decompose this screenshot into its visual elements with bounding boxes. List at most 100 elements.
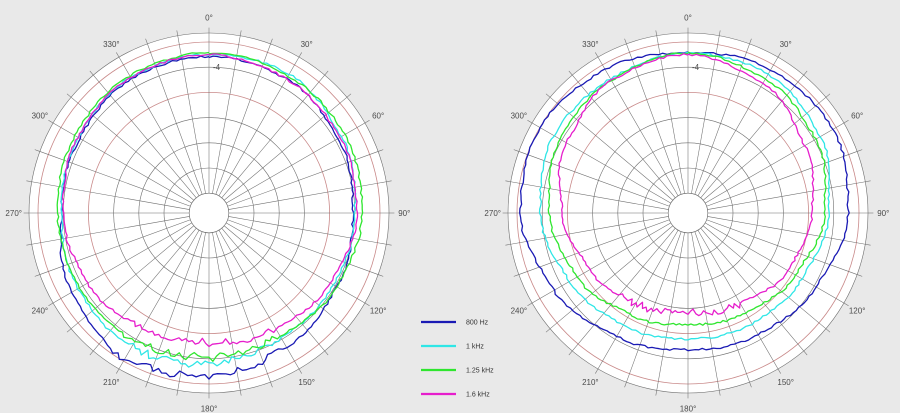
grid-tick — [865, 243, 871, 246]
grid-tick — [803, 350, 808, 356]
grid-spoke — [694, 43, 750, 195]
grid-spoke — [549, 225, 674, 329]
grid-tick — [825, 93, 831, 98]
grid-spoke — [510, 181, 669, 210]
legend-label: 1.6 kHz — [466, 392, 490, 399]
grid-spoke — [218, 56, 300, 196]
grid-spoke — [705, 122, 845, 204]
grid-tick — [505, 243, 511, 246]
grid-tick — [513, 149, 519, 152]
grid-tick — [145, 38, 148, 44]
series-line-1-khz — [60, 53, 357, 368]
grid-tick — [505, 180, 511, 183]
grid-tick — [346, 328, 352, 333]
grid-spoke — [118, 56, 200, 196]
angle-tick-label: 0° — [684, 14, 692, 23]
grid-spoke — [510, 216, 669, 245]
grid-tick — [298, 52, 302, 58]
grid-tick — [364, 120, 370, 124]
angle-tick-label: 120° — [849, 307, 866, 316]
grid-tick — [655, 390, 658, 396]
series-line-1-khz — [538, 51, 831, 341]
grid-tick — [386, 243, 392, 246]
grid-tick — [655, 30, 658, 36]
grid-tick — [865, 180, 871, 183]
angle-tick-label: 330° — [582, 40, 599, 49]
grid-spoke — [694, 231, 750, 383]
radial-tick-label: -4 — [692, 63, 700, 72]
angle-tick-label: 300° — [511, 111, 528, 120]
grid-tick — [857, 274, 863, 277]
grid-spoke — [706, 151, 858, 207]
grid-tick — [718, 390, 721, 396]
angle-tick-label: 60° — [851, 111, 863, 120]
grid-tick — [777, 52, 781, 58]
grid-tick — [239, 30, 242, 36]
grid-tick — [825, 328, 831, 333]
grid-spoke — [223, 225, 348, 329]
grid-tick — [346, 93, 352, 98]
grid-tick — [378, 274, 384, 277]
grid-tick — [527, 302, 533, 306]
grid-tick — [34, 149, 40, 152]
grid-tick — [857, 149, 863, 152]
grid-spoke — [147, 43, 203, 195]
grid-spoke — [52, 122, 192, 204]
radial-tick-label: -4 — [213, 63, 221, 72]
grid-spoke — [702, 225, 827, 329]
center-hub — [188, 192, 230, 234]
angle-tick-label: 210° — [103, 378, 120, 387]
angle-tick-label: 300° — [32, 111, 49, 120]
angle-tick-label: 150° — [777, 378, 794, 387]
grid-spoke — [702, 97, 827, 201]
legend-label: 1.25 kHz — [466, 368, 494, 375]
grid-spoke — [228, 216, 387, 245]
grid-spoke — [697, 230, 779, 370]
grid-tick — [66, 328, 72, 333]
grid-tick — [324, 350, 329, 356]
grid-tick — [749, 382, 752, 388]
grid-tick — [843, 120, 849, 124]
grid-spoke — [572, 227, 676, 352]
series-line-1-6-khz — [61, 53, 359, 348]
grid-spoke — [705, 222, 845, 304]
angle-tick-label: 240° — [511, 307, 528, 316]
grid-tick — [513, 274, 519, 277]
grid-tick — [145, 382, 148, 388]
grid-tick — [749, 38, 752, 44]
grid-spoke — [212, 35, 241, 194]
grid-tick — [26, 243, 32, 246]
angle-tick-label: 90° — [398, 209, 410, 218]
angle-tick-label: 180° — [201, 404, 218, 413]
grid-tick — [239, 390, 242, 396]
grid-spoke — [177, 35, 206, 194]
grid-tick — [624, 382, 627, 388]
grid-spoke — [215, 43, 271, 195]
grid-spoke — [691, 35, 720, 194]
polar-chart-2: 0° 30° 60° 90° 120° 150° 180° 210° 240° 270° 300° 3… — [484, 14, 889, 413]
grid-spoke — [518, 219, 670, 275]
grid-tick — [595, 52, 599, 58]
angle-tick-label: 120° — [370, 307, 387, 316]
grid-tick — [568, 70, 573, 76]
grid-tick — [176, 390, 179, 396]
grid-spoke — [212, 232, 241, 391]
grid-tick — [545, 93, 551, 98]
grid-tick — [270, 382, 273, 388]
angle-tick-label: 60° — [372, 111, 384, 120]
grid-spoke — [549, 97, 674, 201]
angle-tick-label: 0° — [205, 14, 213, 23]
angle-tick-label: 180° — [680, 404, 697, 413]
angle-tick-label: 210° — [582, 378, 599, 387]
series-line-1-25-khz — [547, 51, 827, 326]
grid-spoke — [697, 56, 779, 196]
grid-tick — [48, 120, 54, 124]
grid-spoke — [228, 181, 387, 210]
grid-tick — [624, 38, 627, 44]
grid-tick — [527, 120, 533, 124]
center-hub — [667, 192, 709, 234]
legend-label: 1 kHz — [466, 344, 484, 351]
grid-spoke — [39, 219, 191, 275]
